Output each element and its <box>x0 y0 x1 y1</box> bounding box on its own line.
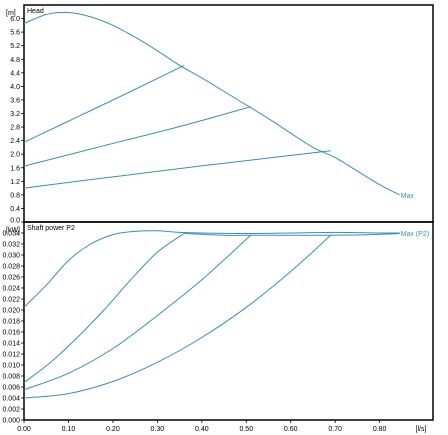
y-tick-label: 0.016 <box>2 330 20 337</box>
y-tick-label: 0.022 <box>2 297 20 304</box>
power-title: Shaft power P2 <box>27 225 75 232</box>
head-curve-1 <box>23 64 185 143</box>
y-tick-label: 4.4 <box>10 70 20 77</box>
x-tick-label: 0.60 <box>284 426 298 433</box>
y-tick-label: 0.4 <box>10 206 20 213</box>
power-curve-1 <box>23 233 185 383</box>
power-curves <box>23 230 400 399</box>
y-tick-label: 0.014 <box>2 341 20 348</box>
y-tick-label: 0.018 <box>2 319 20 326</box>
head-curves <box>23 11 400 196</box>
y-tick-label: 4.8 <box>10 57 20 64</box>
x-tick-label: 0.10 <box>62 426 76 433</box>
y-tick-label: 0.8 <box>10 192 20 199</box>
y-tick-label: 0.008 <box>2 374 20 381</box>
y-tick-label: 0.006 <box>2 385 20 392</box>
power-curve-3 <box>23 234 332 399</box>
power-curve-0 <box>23 230 400 308</box>
y-tick-label: 4.0 <box>10 84 20 91</box>
y-tick-label: 0.026 <box>2 275 20 282</box>
head-curve-3 <box>23 150 331 189</box>
power-y-ticks: 0.000 0.002 0.004 0.006 0.008 0.010 0.012 0.014… <box>2 231 24 425</box>
y-tick-label: 1.6 <box>10 165 20 172</box>
y-tick-label: 0.034 <box>2 231 20 238</box>
head-y-ticks: 0.4 0.8 1.2 1.6 2.0 2.4 2.8 3.2 3.6 4.0 4.4 4.8 5.2 5… <box>10 16 24 225</box>
y-tick-label: 0.020 <box>2 308 20 315</box>
y-tick-label: 6.0 <box>10 16 20 23</box>
y-tick-label: 2.0 <box>10 152 20 159</box>
y-tick-label: 0.012 <box>2 352 20 359</box>
x-tick-label: 0.50 <box>239 426 253 433</box>
power-x-unit: [l/s] <box>416 426 427 433</box>
y-tick-label: 0.010 <box>2 363 20 370</box>
y-tick-label: 0.004 <box>2 396 20 403</box>
y-tick-label: 0.0 <box>10 218 20 225</box>
head-panel: Head [m] 0.4 0.8 1.2 1.6 2.0 2.4 2.8 3.2 3.6 4.0 4… <box>6 4 434 225</box>
y-tick-label: 3.2 <box>10 111 20 118</box>
y-tick-label: 5.2 <box>10 43 20 50</box>
y-tick-label: 1.2 <box>10 179 20 186</box>
y-tick-label: 0.024 <box>2 286 20 293</box>
power-x-ticks: 0.00 0.10 0.20 0.30 0.40 0.50 0.60 0.70 0.80 <box>17 420 387 433</box>
head-curve-0 <box>23 11 400 196</box>
y-tick-label: 0.030 <box>2 253 20 260</box>
x-tick-label: 0.40 <box>195 426 209 433</box>
x-tick-label: 0.20 <box>106 426 120 433</box>
head-max-label: Max <box>401 193 415 200</box>
y-tick-label: 0.000 <box>2 418 20 425</box>
y-tick-label: 0.032 <box>2 242 20 249</box>
y-tick-label: 2.4 <box>10 138 20 145</box>
power-curve-4 <box>183 233 400 236</box>
head-y-unit: [m] <box>6 10 16 17</box>
x-tick-label: 0.80 <box>373 426 387 433</box>
power-y-unit: [kW] <box>6 227 20 234</box>
head-title: Head <box>27 8 44 15</box>
head-curve-2 <box>23 106 251 167</box>
x-tick-label: 0.30 <box>151 426 165 433</box>
y-tick-label: 5.6 <box>10 30 20 37</box>
x-tick-label: 0.00 <box>17 426 31 433</box>
y-tick-label: 2.8 <box>10 125 20 132</box>
power-max-label: Max (P2) <box>401 231 429 238</box>
power-curve-2 <box>23 234 252 391</box>
y-tick-label: 0.002 <box>2 407 20 414</box>
x-tick-label: 0.70 <box>328 426 342 433</box>
power-panel: Shaft power P2 [kW] 0.000 0.002 0.004 0.006… <box>2 221 434 433</box>
y-tick-label: 0.028 <box>2 264 20 271</box>
y-tick-label: 3.6 <box>10 97 20 104</box>
